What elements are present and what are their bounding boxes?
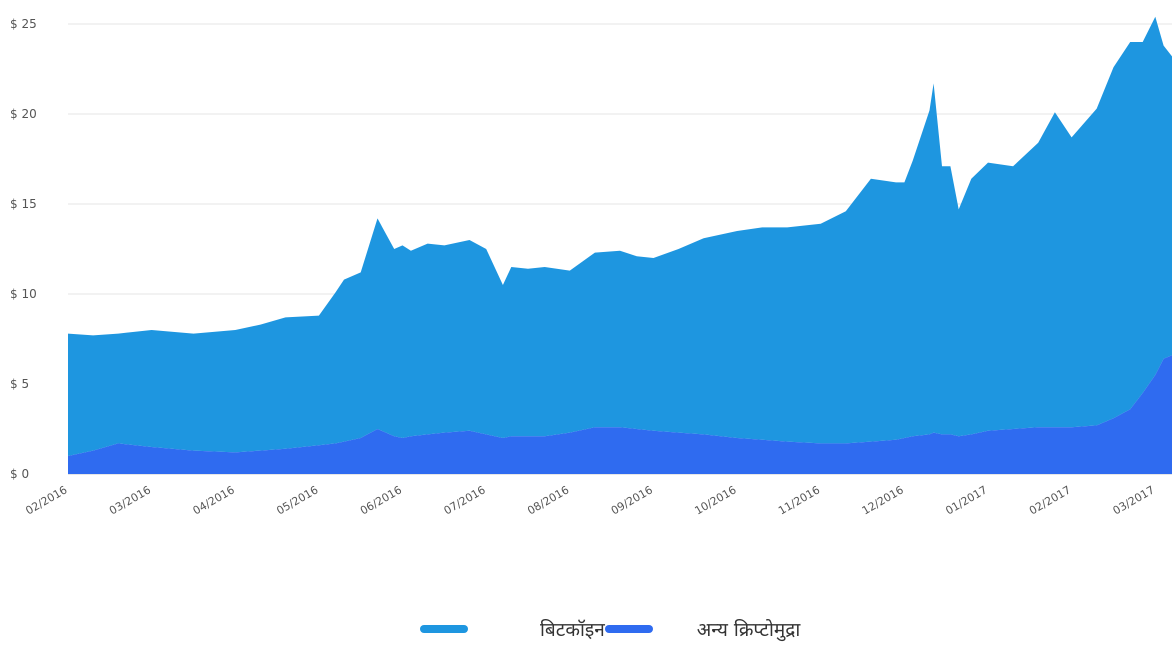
y-tick-label: $ 5 [10,377,29,391]
legend-swatch-other-crypto [604,625,653,633]
x-tick-label: 07/2016 [442,483,488,517]
x-tick-label: 04/2016 [191,483,237,517]
stacked-area-chart: $ 0 $ 5 $ 10 $ 15 $ 20 $ 25 02/2016 03/2016 04/… [10,16,1172,517]
y-tick-label: $ 10 [10,287,37,301]
x-tick-label: 08/2016 [525,483,571,517]
area-bitcoin [68,16,1172,457]
x-tick-label: 03/2016 [107,483,153,517]
x-tick-label: 03/2017 [1111,483,1157,517]
x-tick-label: 10/2016 [693,483,739,517]
y-tick-label: $ 0 [10,467,29,481]
legend-label-other-crypto: अन्य क्रिप्टोमुद्रा [696,619,801,641]
x-tick-label: 06/2016 [358,483,404,517]
legend-swatch-bitcoin [420,625,468,633]
area-series [68,16,1172,474]
x-axis-tick-labels: 02/2016 03/2016 04/2016 05/2016 06/2016 07/20… [23,483,1156,517]
x-tick-label: 05/2016 [274,483,320,517]
x-tick-label: 09/2016 [609,483,655,517]
y-tick-label: $ 25 [10,17,37,31]
x-tick-label: 12/2016 [860,483,906,517]
legend-item-other-crypto[interactable]: अन्य क्रिप्टोमुद्रा [604,616,801,642]
x-tick-label: 02/2017 [1027,483,1073,517]
y-tick-label: $ 20 [10,107,37,121]
y-axis-tick-labels: $ 0 $ 5 $ 10 $ 15 $ 20 $ 25 [10,17,37,481]
area-other-crypto [68,355,1172,474]
legend: बिटकॉइन अन्य क्रिप्टोमुद्रा [420,616,800,642]
x-tick-label: 02/2016 [23,483,69,517]
x-tick-label: 11/2016 [776,483,822,517]
x-tick-label: 01/2017 [943,483,989,517]
legend-label-bitcoin: बिटकॉइन [540,619,605,641]
legend-item-bitcoin[interactable]: बिटकॉइन [420,616,605,642]
y-tick-label: $ 15 [10,197,37,211]
